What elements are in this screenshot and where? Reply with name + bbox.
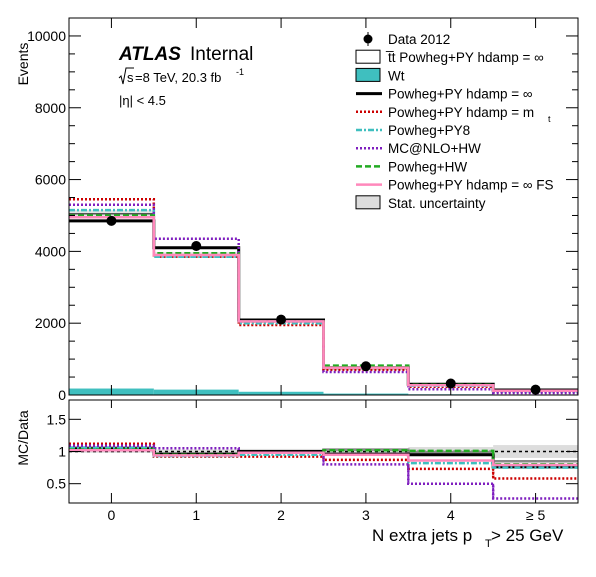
ratio-ytick-label-0: 0.5: [47, 476, 67, 492]
main-ytick-label-4: 8000: [35, 100, 66, 116]
legend-label-sub-4: t: [548, 114, 551, 124]
legend-label-7: Powheg+HW: [388, 159, 467, 174]
xtick-label-0: 0: [108, 507, 116, 523]
legend: Data 2012 t̅t Powheg+PY hdamp = ∞ Wt Powheg…: [356, 32, 553, 211]
legend-swatch-ttbar: [356, 50, 380, 63]
legend-label-8: Powheg+PY hdamp = ∞ FS: [388, 178, 553, 193]
xtick-label-3: 3: [362, 507, 370, 523]
legend-entry-5: Powheg+PY8: [356, 123, 470, 138]
legend-swatch-unc: [356, 196, 380, 209]
data-point-2: [276, 315, 286, 325]
energy-label: =8 TeV, 20.3 fb: [135, 70, 221, 85]
main-ytick-label-5: 10000: [27, 28, 66, 44]
legend-label-1: t̅t Powheg+PY hdamp = ∞: [386, 50, 544, 65]
legend-label-3: Powheg+PY hdamp = ∞: [388, 87, 533, 102]
legend-entry-2: Wt: [356, 68, 405, 83]
main-ytick-label-0: 0: [58, 387, 66, 403]
xtick-label-1: 1: [192, 507, 200, 523]
legend-entry-9: Stat. uncertainty: [356, 196, 486, 211]
legend-label-4: Powheg+PY hdamp = m: [388, 105, 534, 120]
x-axis-label: N extra jets p T > 25 GeV: [372, 526, 564, 550]
legend-label-5: Powheg+PY8: [388, 123, 470, 138]
legend-label-6: MC@NLO+HW: [388, 141, 481, 156]
legend-entry-8: Powheg+PY hdamp = ∞ FS: [356, 178, 553, 193]
legend-entry-7: Powheg+HW: [356, 159, 467, 174]
energy-sqrt-label: s: [127, 70, 134, 85]
atlas-sublabel: Internal: [190, 44, 253, 65]
legend-entry-1: t̅t Powheg+PY hdamp = ∞: [356, 50, 544, 65]
energy-label-sup: -1: [236, 67, 244, 77]
x-axis-label-tail: > 25 GeV: [491, 526, 564, 545]
xtick-label-5: ≥ 5: [526, 507, 546, 523]
xtick-label-2: 2: [277, 507, 285, 523]
ratio-panel: 0.5 1 1.5 0 1 2 3 4 ≥ 5 MC/Data: [15, 400, 578, 523]
ratio-ytick-label-1: 1: [58, 444, 66, 460]
xtick-label-4: 4: [447, 507, 455, 523]
data-point-1: [191, 241, 201, 251]
legend-label-9: Stat. uncertainty: [388, 196, 486, 211]
legend-entry-6: MC@NLO+HW: [356, 141, 481, 156]
main-ytick-label-2: 4000: [35, 243, 66, 259]
legend-entry-3: Powheg+PY hdamp = ∞: [356, 87, 533, 102]
main-ytick-label-1: 2000: [35, 315, 66, 331]
ratio-y-axis-label: MC/Data: [15, 410, 31, 465]
ratio-ytick-label-2: 1.5: [47, 411, 67, 427]
atlas-label: ATLAS: [118, 44, 181, 65]
eta-label: |η| < 4.5: [119, 93, 166, 108]
stat-band-ratio-5: [493, 445, 578, 458]
legend-label-0: Data 2012: [388, 32, 450, 47]
main-ytick-label-3: 6000: [35, 172, 66, 188]
ratio-plot-area: [69, 444, 578, 499]
legend-label-2: Wt: [388, 68, 405, 83]
data-point-0: [106, 216, 116, 226]
legend-entry-4: Powheg+PY hdamp = m t: [356, 105, 551, 124]
x-axis-label-main: N extra jets p: [372, 526, 472, 545]
data-point-3: [361, 361, 371, 371]
main-panel: 0 2000 4000 6000 8000 10000 Events ATLAS Inte…: [15, 18, 578, 403]
main-y-axis-label: Events: [15, 43, 31, 86]
legend-swatch-wt: [356, 68, 380, 81]
main-plot-area: [69, 199, 578, 395]
legend-entry-0: Data 2012: [364, 32, 451, 47]
